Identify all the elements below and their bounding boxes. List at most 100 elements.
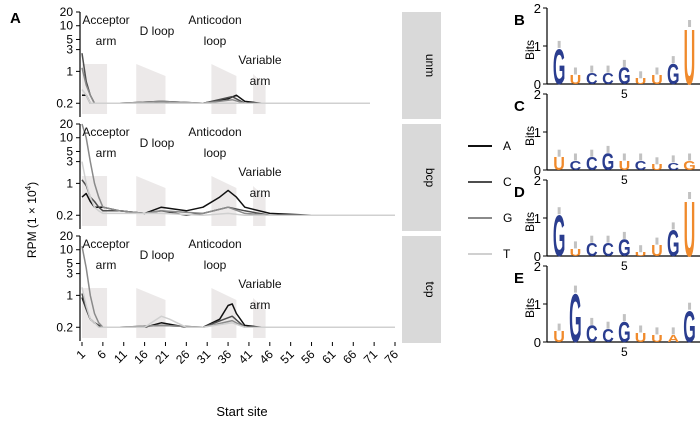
logo-glyph: C — [602, 71, 614, 88]
x-tick-label: 21 — [152, 347, 172, 367]
x-tick-label: 51 — [277, 347, 297, 367]
x-tick-label: 76 — [382, 347, 402, 367]
region-label-variable-arm: arm — [250, 74, 271, 88]
y-tick-label: 10 — [60, 19, 74, 33]
logo-glyph: A — [667, 333, 679, 345]
logo-glyph: C — [667, 161, 679, 173]
legend-label-t: T — [503, 247, 511, 261]
y-tick-label: 0.2 — [56, 320, 73, 334]
logo-glyph: C — [635, 159, 647, 173]
logo-glyph: G — [683, 303, 696, 352]
logo-glyph: U — [651, 73, 663, 87]
legend-label-c: C — [503, 175, 512, 189]
logo-glyph: G — [618, 316, 631, 348]
logo-y-axis-label: Bits — [523, 212, 537, 232]
x-tick-label: 46 — [257, 347, 277, 367]
logo-glyph: U — [570, 73, 582, 87]
logo-y-tick-label: 2 — [534, 87, 541, 102]
logo-glyph: G — [569, 280, 582, 357]
legend-label-g: G — [503, 211, 512, 225]
facet-strip-label: tcp — [423, 281, 437, 297]
shaded-region — [136, 176, 166, 226]
x-tick-label: 6 — [94, 347, 109, 362]
x-tick-label: 56 — [298, 347, 318, 367]
y-tick-label: 1 — [66, 64, 73, 78]
logo-glyph: C — [586, 153, 598, 174]
y-axis-label-close: ) — [25, 182, 39, 186]
y-tick-label: 10 — [60, 131, 74, 145]
region-label-anticodon-loop: Anticodon — [188, 125, 241, 139]
logo-glyph: U — [570, 247, 582, 259]
region-label-acceptor-arm: Acceptor — [82, 237, 129, 251]
x-tick-label: 26 — [173, 347, 193, 367]
logo-y-tick-label: 2 — [534, 1, 541, 16]
region-label-anticodon-loop: loop — [204, 34, 227, 48]
x-tick-label: 71 — [361, 347, 381, 367]
logo-x-tick-label: 5 — [621, 173, 628, 187]
y-tick-label: 10 — [60, 243, 74, 257]
logo-x-tick-label: 5 — [621, 345, 628, 359]
x-axis: 1 6 11 16 21 26 31 36 41 46 51 56 61 66 71 76 — [73, 342, 401, 367]
logo-glyph: C — [570, 159, 582, 173]
region-label-variable-arm: Variable — [238, 165, 281, 179]
y-tick-label: 0.2 — [56, 208, 73, 222]
x-axis-label: Start site — [216, 404, 267, 419]
logo-glyph: U — [651, 243, 663, 260]
region-label-variable-arm: Variable — [238, 277, 281, 291]
facet-strip-label: bcp — [423, 168, 437, 188]
series-line-c — [81, 293, 395, 329]
logo-glyph: U — [619, 159, 631, 173]
logo-x-tick-label: 5 — [621, 259, 628, 273]
logo-y-tick-label: 2 — [534, 259, 541, 274]
shaded-region — [136, 288, 166, 338]
logo-y-tick-label: 0 — [534, 77, 541, 92]
y-tick-label: 0.2 — [56, 96, 73, 110]
logo-y-tick-label: 0 — [534, 335, 541, 350]
x-tick-label: 36 — [215, 347, 235, 367]
logo-glyph: G — [683, 159, 696, 173]
x-tick-label: 1 — [73, 347, 88, 362]
legend: A C G T — [468, 139, 512, 261]
logo-panel-letter: E — [514, 270, 524, 287]
logo-y-axis-label: Bits — [523, 126, 537, 146]
y-axis-label-text: RPM (1 × 10 — [25, 190, 39, 258]
series-line-c — [81, 179, 395, 217]
region-label-acceptor-arm: arm — [96, 146, 117, 160]
shaded-region — [211, 64, 237, 114]
region-label-anticodon-loop: Anticodon — [188, 13, 241, 27]
y-tick-label: 3 — [66, 267, 73, 281]
x-tick-label: 41 — [236, 347, 256, 367]
logo-panel-letter: B — [514, 12, 525, 29]
x-tick-label: 16 — [131, 347, 151, 367]
facet-strip-label: unm — [423, 54, 437, 77]
region-label-anticodon-loop: loop — [204, 258, 227, 272]
logo-glyph: C — [602, 325, 614, 346]
region-label-d-loop: D loop — [140, 24, 175, 38]
series-line-a — [81, 297, 395, 329]
logo-glyph: U — [635, 251, 647, 257]
logo-glyph: U — [553, 153, 565, 174]
y-tick-label: 3 — [66, 43, 73, 57]
logo-glyph: U — [651, 333, 663, 345]
logo-glyph: G — [667, 224, 680, 265]
logo-glyph: U — [684, 185, 696, 274]
logo-glyph: U — [651, 163, 663, 172]
region-label-d-loop: D loop — [140, 136, 175, 150]
logo-y-axis-label: Bits — [523, 298, 537, 318]
y-tick-label: 20 — [60, 229, 74, 243]
y-tick-label: 5 — [66, 144, 73, 158]
logo-glyph: G — [667, 58, 680, 90]
y-axis-label: RPM (1 × 104) — [24, 182, 39, 258]
region-label-acceptor-arm: Acceptor — [82, 125, 129, 139]
logo-y-tick-label: 2 — [534, 173, 541, 188]
panel-a-letter: A — [10, 10, 21, 27]
logo-glyph: G — [553, 204, 566, 269]
